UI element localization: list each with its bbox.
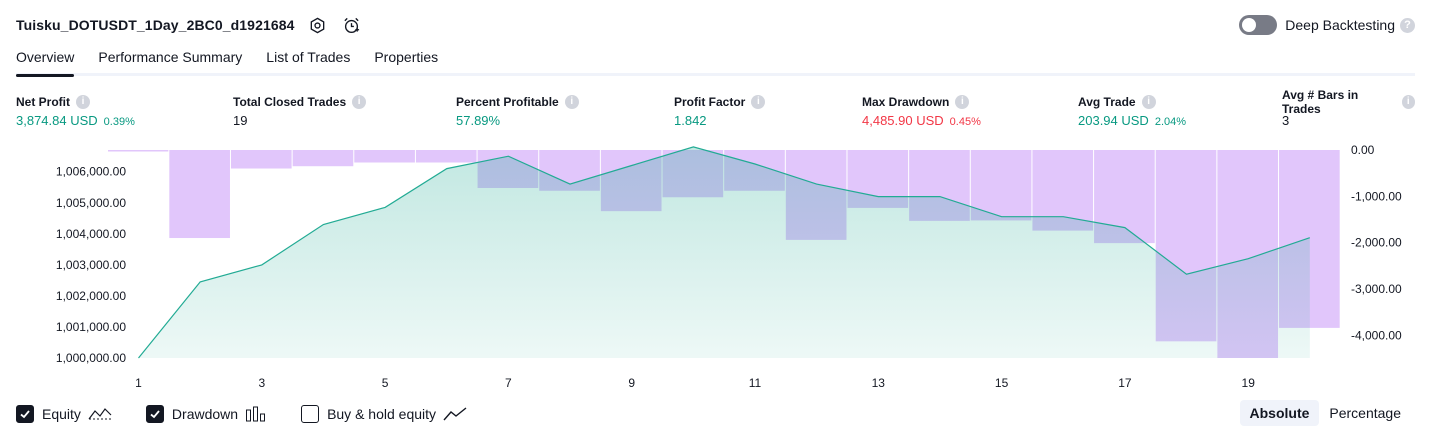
legend-equity[interactable]: Equity	[16, 405, 112, 423]
equity-area	[138, 146, 1310, 358]
y-left-tick-label: 1,004,000.00	[56, 227, 126, 241]
metric-total-closed-trades: Total Closed Trades i 19	[233, 93, 367, 128]
info-icon[interactable]: i	[955, 94, 970, 109]
x-tick-label: 7	[505, 376, 512, 390]
y-left-tick-label: 1,006,000.00	[56, 165, 126, 179]
tab-overview[interactable]: Overview	[16, 44, 75, 77]
avg-bars-value: 3	[1282, 113, 1290, 128]
y-right-tick-label: -4,000.00	[1351, 328, 1402, 342]
drawdown-bar	[354, 150, 415, 163]
report-tabs: Overview Performance Summary List of Tra…	[16, 44, 1415, 77]
y-left-tick-label: 1,005,000.00	[56, 196, 126, 210]
alarm-clock-icon[interactable]	[341, 14, 363, 36]
total-closed-trades-value: 19	[233, 113, 248, 128]
drawdown-checkbox[interactable]	[145, 405, 164, 423]
net-profit-percent: 0.39%	[103, 116, 135, 128]
drawdown-bar	[415, 150, 477, 163]
percent-profitable-value: 57.89%	[456, 113, 501, 128]
x-tick-label: 3	[258, 376, 265, 390]
avg-trade-percent: 2.04%	[1154, 116, 1187, 128]
drawdown-bar	[108, 150, 169, 152]
toggle-knob	[1242, 18, 1257, 32]
y-right-tick-label: -3,000.00	[1351, 282, 1402, 296]
drawdown-bar	[292, 150, 354, 167]
y-left-tick-label: 1,003,000.00	[56, 258, 126, 272]
deep-backtesting-label: Deep Backtesting	[1285, 17, 1395, 33]
drawdown-bar	[970, 150, 1032, 221]
x-tick-label: 11	[749, 376, 762, 390]
x-tick-label: 13	[872, 376, 886, 390]
info-icon[interactable]: i	[76, 94, 90, 109]
equity-line	[138, 146, 1310, 359]
equity-label: Equity	[42, 406, 81, 422]
net-profit-value: 3,874.84 USD	[16, 113, 98, 128]
metric-label: Profit Factor	[674, 94, 746, 109]
drawdown-bar	[230, 150, 292, 169]
deep-backtesting-toggle[interactable]	[1239, 15, 1278, 35]
legend-buy-hold[interactable]: Buy & hold equity	[301, 405, 467, 423]
info-icon[interactable]: i	[352, 94, 367, 109]
tab-performance-summary[interactable]: Performance Summary	[98, 49, 243, 65]
x-tick-label: 5	[382, 376, 389, 390]
y-right-tick-label: -1,000.00	[1351, 189, 1402, 203]
metric-percent-profitable: Percent Profitable i 57.89%	[456, 93, 579, 128]
drawdown-bar	[169, 150, 230, 239]
y-right-tick-label: 0.00	[1351, 143, 1375, 157]
profit-factor-value: 1.842	[674, 113, 707, 128]
equity-checkbox[interactable]	[16, 405, 34, 423]
deep-backtesting: Deep Backtesting ?	[1239, 12, 1415, 38]
max-drawdown-value: 4,485.90 USD	[862, 113, 944, 128]
max-drawdown-percent: 0.45%	[949, 116, 981, 128]
y-right-tick-label: -2,000.00	[1351, 236, 1402, 250]
metric-net-profit: Net Profit i 3,874.84 USD 0.39%	[16, 93, 135, 128]
y-left-tick-label: 1,000,000.00	[56, 351, 126, 365]
x-tick-label: 19	[1242, 376, 1256, 390]
settings-icon[interactable]	[307, 14, 329, 36]
metric-label: Avg # Bars in Trades	[1282, 87, 1359, 116]
metric-avg-bars: Avg # Bars in Trades i 3	[1282, 88, 1415, 128]
buy-hold-line-icon	[443, 406, 467, 422]
equity-line-icon	[88, 406, 112, 422]
metric-label: Avg Trade	[1078, 94, 1136, 109]
y-left-tick-label: 1,001,000.00	[56, 320, 126, 334]
metric-label: Net Profit	[16, 94, 70, 109]
display-mode-switch: Absolute Percentage	[1239, 400, 1412, 426]
buy-hold-label: Buy & hold equity	[327, 406, 437, 422]
chart-legend: Equity Drawdown Buy & hold equity	[16, 403, 501, 425]
metric-label: Max Drawdown	[862, 94, 950, 109]
metric-profit-factor: Profit Factor i 1.842	[674, 93, 766, 128]
metric-max-drawdown: Max Drawdown i 4,485.90 USD 0.45%	[862, 93, 981, 128]
y-left-tick-label: 1,002,000.00	[56, 289, 126, 303]
x-tick-label: 9	[628, 376, 635, 390]
x-tick-label: 1	[135, 376, 142, 390]
drawdown-bars-icon	[245, 406, 267, 422]
metric-label: Total Closed Trades	[233, 94, 347, 109]
buy-hold-checkbox[interactable]	[301, 405, 320, 423]
info-icon[interactable]: i	[751, 94, 766, 109]
info-icon[interactable]: i	[1141, 94, 1156, 109]
tab-list-of-trades[interactable]: List of Trades	[266, 49, 351, 65]
tab-properties[interactable]: Properties	[374, 49, 439, 65]
percentage-button[interactable]: Percentage	[1329, 405, 1401, 421]
avg-trade-value: 203.94 USD	[1078, 113, 1149, 128]
report-header: Tuisku_DOTUSDT_1Day_2BC0_d1921684 Deep B…	[16, 12, 1415, 38]
metrics-row: Net Profit i 3,874.84 USD 0.39% Total Clos…	[16, 88, 1415, 133]
info-icon[interactable]: i	[1401, 94, 1415, 109]
info-icon[interactable]: i	[564, 94, 579, 109]
absolute-button[interactable]: Absolute	[1239, 400, 1320, 426]
metric-label: Percent Profitable	[456, 94, 559, 109]
equity-drawdown-chart: 1,000,000.00 1,001,000.00 1,002,000.00 1,00…	[56, 143, 1402, 390]
help-icon[interactable]: ?	[1400, 17, 1415, 33]
x-tick-label: 17	[1118, 376, 1132, 390]
metric-avg-trade: Avg Trade i 203.94 USD 2.04%	[1078, 93, 1186, 128]
legend-drawdown[interactable]: Drawdown	[145, 405, 267, 423]
strategy-title: Tuisku_DOTUSDT_1Day_2BC0_d1921684	[16, 17, 295, 33]
x-tick-label: 15	[995, 376, 1009, 390]
drawdown-label: Drawdown	[171, 406, 239, 422]
